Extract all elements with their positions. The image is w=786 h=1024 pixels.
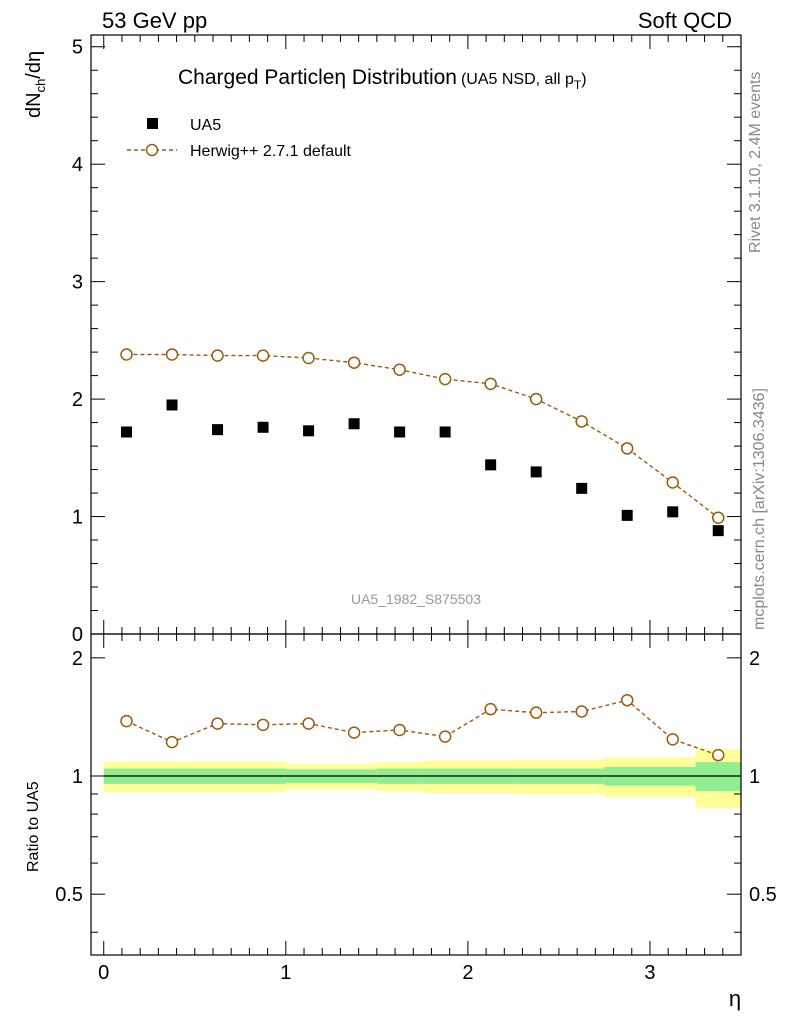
legend-label-ua5: UA5 [190, 117, 221, 134]
x-axis-label: η [729, 986, 741, 1011]
main-series [120, 348, 725, 537]
x-tick-label: 1 [280, 962, 291, 984]
legend: UA5 Herwig++ 2.7.1 default [127, 117, 352, 160]
rivet-version-label: Rivet 3.1.10, 2.4M events [747, 72, 764, 253]
ratio-herwig-point [302, 717, 315, 730]
ua5-data-point [530, 466, 542, 478]
ua5-data-point [303, 425, 315, 437]
ua5-data-point [257, 421, 269, 433]
ratio-herwig-point [211, 717, 224, 730]
y-tick-label: 5 [72, 37, 83, 59]
y-tick-label-zero: 0 [72, 624, 83, 646]
ratio-y-ticks: 0.5 0.5 1 1 2 2 [55, 648, 777, 933]
chart-title-end: ) [581, 71, 586, 88]
ratio-y-tick-label-right: 2 [749, 648, 760, 670]
header-left-label: 53 GeV pp [102, 8, 207, 33]
main-y-ticks: 1 2 3 4 5 0 [72, 37, 741, 646]
ratio-inner-band [695, 762, 741, 792]
ratio-panel: 0.5 0.5 1 1 2 2 0 1 2 3 Ratio to UA5 [25, 633, 777, 984]
y-label-main-part: dN [23, 92, 45, 118]
legend-marker-ua5 [147, 118, 158, 129]
ua5-data-point [121, 426, 133, 438]
ratio-herwig-point [529, 706, 543, 719]
ratio-series [120, 693, 725, 762]
ua5-data-point [667, 506, 679, 518]
main-frame [90, 34, 742, 635]
ratio-x-ticks: 0 1 2 3 [98, 634, 742, 984]
herwig-data-point [711, 511, 725, 524]
legend-marker-herwig [145, 143, 159, 157]
herwig-data-point [620, 442, 634, 455]
legend-label-herwig: Herwig++ 2.7.1 default [190, 143, 352, 160]
ratio-herwig-point [575, 705, 588, 718]
mcplots-label: mcplots.cern.ch [arXiv:1306.3436] [751, 388, 768, 630]
ua5-data-point [485, 459, 497, 471]
ua5-data-point [348, 418, 360, 430]
ratio-bands [103, 749, 741, 808]
ratio-y-tick-label: 2 [72, 648, 83, 670]
y-axis-label-ratio: Ratio to UA5 [25, 781, 42, 872]
y-label-main-end: /dη [23, 51, 45, 79]
ua5-data-point [439, 426, 451, 438]
ratio-y-tick-label: 1 [72, 766, 83, 788]
herwig-data-point [256, 349, 270, 362]
y-tick-label: 3 [72, 272, 83, 294]
x-tick-label: 0 [98, 962, 109, 984]
ua5-data-point [712, 525, 724, 537]
main-x-ticks [103, 35, 742, 634]
ua5-data-point [576, 482, 588, 494]
ratio-herwig-point [711, 748, 725, 762]
y-axis-label-main: dNch/dη [23, 51, 48, 118]
y-label-main-sub: ch [33, 79, 48, 93]
ratio-frame [90, 633, 742, 956]
herwig-data-point [438, 372, 452, 386]
y-tick-label: 2 [72, 389, 83, 411]
ua5-data-point [166, 399, 178, 411]
ratio-herwig-point [393, 723, 406, 737]
ratio-y-tick-label-right: 1 [749, 766, 760, 788]
herwig-data-point [529, 392, 543, 406]
ua5-data-point [212, 424, 224, 436]
herwig-data-point [211, 349, 224, 362]
header-right-label: Soft QCD [638, 8, 732, 33]
ratio-herwig-point [666, 733, 679, 746]
ua5-data-point [394, 426, 406, 438]
herwig-line [126, 353, 719, 519]
ratio-y-tick-label-right: 0.5 [749, 884, 777, 906]
chart-title: Charged Particleη Distribution (UA5 NSD, … [178, 66, 587, 92]
main-panel: 1 2 3 4 5 0 Charged Particleη Distribution (UA… [23, 34, 742, 646]
ratio-herwig-point [620, 693, 634, 707]
chart-title-main: Charged Particleη Distribution [178, 66, 457, 89]
ua5-data-point [621, 509, 633, 521]
herwig-data-point [393, 363, 406, 376]
herwig-data-point [165, 348, 179, 361]
ratio-herwig-point [347, 726, 361, 739]
ratio-herwig-point [484, 702, 497, 716]
ratio-herwig-line [126, 699, 719, 756]
herwig-data-point [666, 476, 679, 489]
ratio-herwig-point [120, 714, 133, 728]
chart-title-sub: T [574, 78, 582, 92]
herwig-data-point [575, 415, 588, 428]
herwig-data-point [120, 348, 133, 361]
analysis-watermark: UA5_1982_S875503 [351, 591, 481, 607]
y-tick-label: 1 [72, 507, 83, 529]
herwig-data-point [302, 351, 315, 365]
x-tick-label: 2 [462, 962, 473, 984]
y-tick-label: 4 [72, 154, 83, 176]
ratio-herwig-point [438, 730, 452, 743]
ratio-herwig-point [165, 735, 179, 749]
ratio-herwig-point [256, 718, 270, 732]
x-tick-label: 3 [644, 962, 655, 984]
chart-title-suffix: (UA5 NSD, all p [461, 71, 574, 88]
herwig-data-point [484, 377, 497, 391]
herwig-data-point [347, 356, 361, 369]
ratio-y-tick-label: 0.5 [55, 884, 83, 906]
